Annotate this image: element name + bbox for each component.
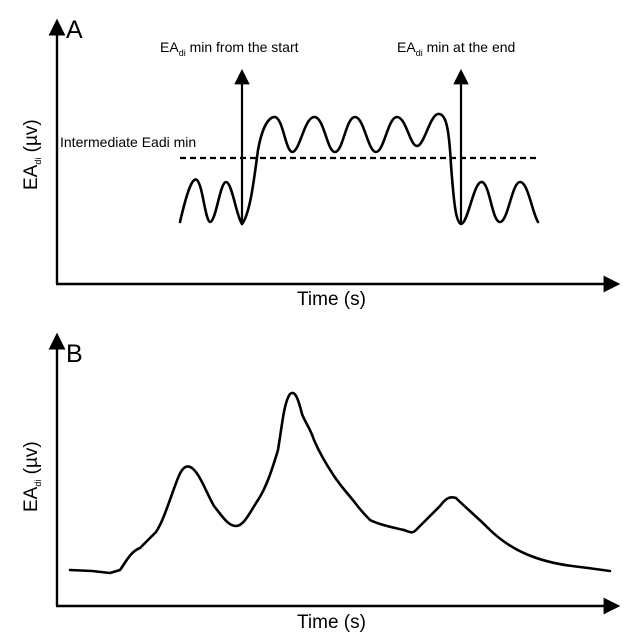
panel-a-y-label: EAdi (µv) <box>21 119 43 190</box>
panel-a: A EAdi (µv) Time (s) Intermediate Eadi m… <box>21 16 621 310</box>
panel-b-letter: B <box>66 340 83 368</box>
panel-a-eadi-waveform <box>178 112 540 226</box>
panel-b-x-label: Time (s) <box>297 612 366 633</box>
panel-b: B EAdi (µv) Time (s) <box>21 332 621 633</box>
panel-a-x-label: Time (s) <box>297 289 366 310</box>
end-min-label: EAdi min at the end <box>397 39 515 58</box>
panel-a-letter: A <box>66 16 83 44</box>
intermediate-min-label: Intermediate Eadi min <box>60 134 196 150</box>
panel-b-y-label: EAdi (µv) <box>21 441 43 512</box>
panel-b-eadi-waveform <box>68 391 612 575</box>
start-min-label: EAdi min from the start <box>160 39 299 58</box>
